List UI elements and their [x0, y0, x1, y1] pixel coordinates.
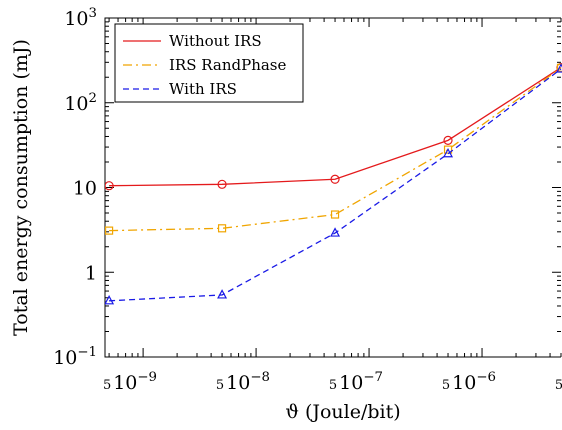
x-tick-label-base: 10 — [226, 372, 250, 394]
x-minor-tick-label: 5 — [103, 378, 111, 393]
legend-label-2: With IRS — [169, 80, 237, 98]
data-point-triangle — [105, 295, 115, 305]
x-tick-label-base: 10 — [339, 372, 363, 394]
x-tick-label-base: 10 — [113, 372, 137, 394]
y-tick-label-exponent: 2 — [89, 91, 97, 106]
series-line-2 — [109, 68, 562, 302]
data-point-square — [217, 224, 227, 233]
data-point-circle — [217, 179, 227, 189]
x-tick-label-exponent: −9 — [137, 370, 157, 385]
legend-label-1: IRS RandPhase — [169, 56, 287, 74]
data-point-square — [330, 210, 340, 219]
x-minor-tick-label: 5 — [442, 378, 450, 393]
x-tick-label-exponent: −6 — [476, 370, 496, 385]
x-axis-label: ϑ (Joule/bit) — [285, 401, 400, 423]
y-tick-label-base: 10 — [64, 93, 88, 115]
y-tick-label: 1 — [85, 262, 97, 284]
x-tick-label-exponent: −8 — [250, 370, 270, 385]
x-tick-label-exponent: −7 — [363, 370, 383, 385]
x-tick-label: 10−8 — [226, 370, 270, 394]
y-axis-label: Total energy consumption (mJ) — [10, 39, 32, 336]
data-point-circle — [105, 181, 114, 191]
data-point-square — [105, 226, 114, 235]
y-tick-label-base: 10 — [64, 8, 88, 30]
y-tick-label-base: 1 — [85, 262, 97, 284]
data-point-circle — [330, 174, 340, 184]
data-point-triangle — [443, 147, 454, 158]
x-tick-label-base: 10 — [452, 372, 476, 394]
y-tick-label: 103 — [64, 6, 97, 30]
y-tick-label-exponent: 3 — [89, 6, 97, 21]
y-tick-label-exponent: −1 — [77, 345, 97, 360]
y-tick-label: 10 — [73, 178, 97, 200]
data-point-triangle — [217, 289, 228, 299]
x-minor-tick-label: 5 — [216, 378, 224, 393]
x-tick-label: 10−7 — [339, 370, 383, 394]
legend-label-0: Without IRS — [169, 32, 262, 50]
x-tick-label: 10−9 — [113, 370, 157, 394]
x-minor-tick-label: 5 — [329, 378, 337, 393]
y-tick-label-base: 10 — [53, 347, 77, 369]
series-group — [105, 62, 562, 305]
data-point-triangle — [556, 63, 562, 73]
y-tick-label-base: 10 — [73, 178, 97, 200]
y-tick-label: 102 — [64, 91, 97, 115]
series-line-1 — [109, 67, 562, 232]
x-tick-label: 10−6 — [452, 370, 496, 394]
x-minor-tick-label: 5 — [555, 378, 562, 393]
series-line-0 — [109, 67, 562, 187]
data-point-triangle — [330, 227, 341, 237]
data-point-circle — [443, 135, 453, 145]
y-tick-label: 10−1 — [53, 345, 97, 369]
